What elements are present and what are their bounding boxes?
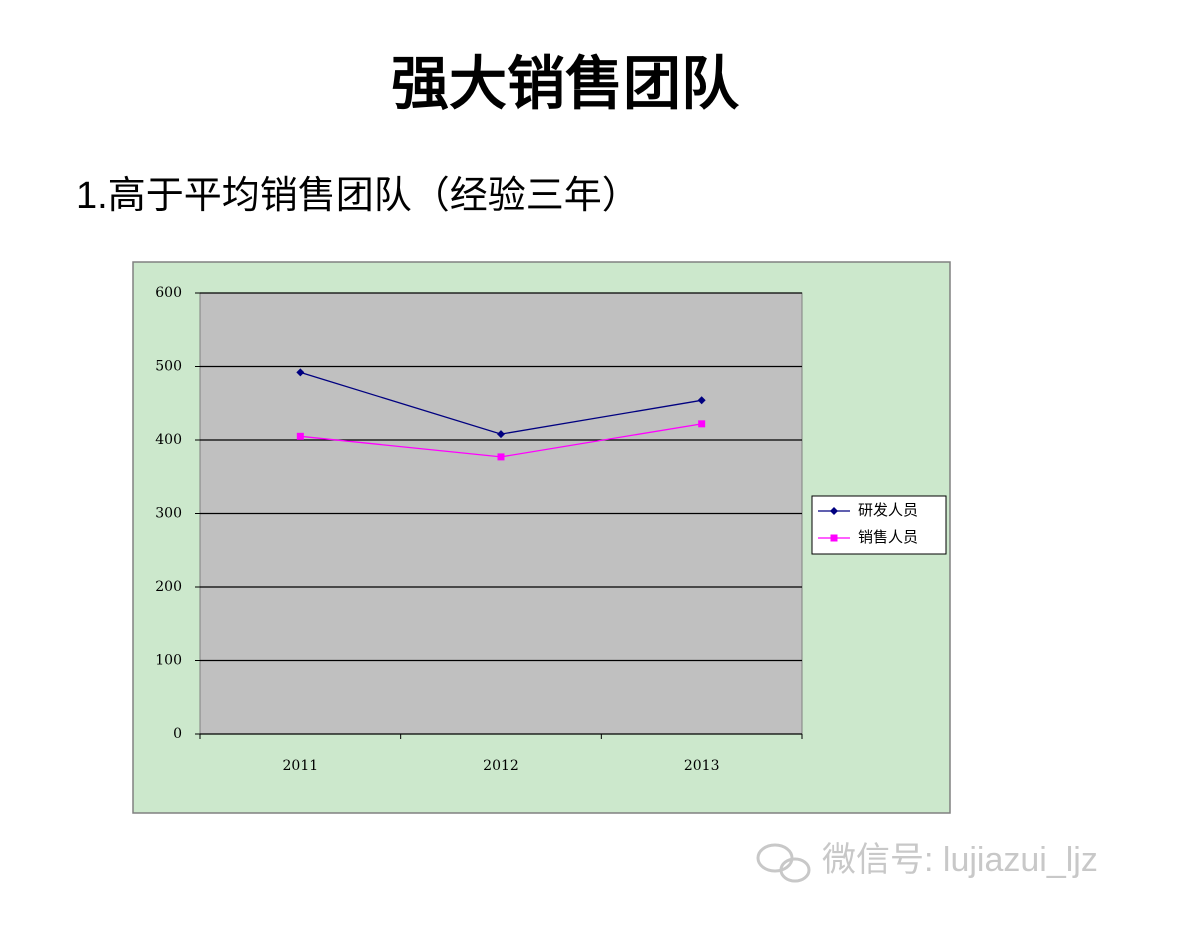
slide-title: 强大销售团队 bbox=[391, 51, 740, 116]
watermark-icon bbox=[756, 843, 811, 883]
y-tick-label: 0 bbox=[173, 726, 182, 742]
legend-label: 销售人员 bbox=[858, 529, 918, 546]
y-tick-label: 200 bbox=[155, 579, 182, 595]
x-tick-label: 2011 bbox=[283, 758, 319, 774]
marker bbox=[698, 420, 706, 428]
legend bbox=[811, 495, 947, 555]
x-tick-label: 2013 bbox=[684, 758, 720, 774]
marker bbox=[830, 507, 838, 515]
watermark: 微信号: lujiazui_ljz bbox=[822, 841, 1098, 879]
grid: 0 100 200 300 400 500 600 2011 2012 2013 bbox=[155, 285, 803, 774]
marks bbox=[296, 368, 706, 461]
marker bbox=[497, 453, 505, 461]
marker bbox=[296, 432, 304, 440]
y-tick-label: 100 bbox=[155, 653, 182, 669]
marker bbox=[296, 368, 305, 377]
legend-label: 研发人员 bbox=[858, 502, 918, 519]
y-tick-label: 500 bbox=[155, 359, 182, 375]
y-tick-label: 600 bbox=[155, 285, 182, 301]
y-tick-label: 400 bbox=[155, 432, 182, 448]
slide-subtitle: 1.高于平均销售团队（经验三年） bbox=[76, 175, 640, 217]
marker bbox=[497, 430, 505, 439]
x-tick-label: 2012 bbox=[483, 758, 519, 774]
y-tick-label: 300 bbox=[155, 506, 182, 522]
marker bbox=[697, 396, 706, 405]
marker bbox=[830, 534, 838, 542]
